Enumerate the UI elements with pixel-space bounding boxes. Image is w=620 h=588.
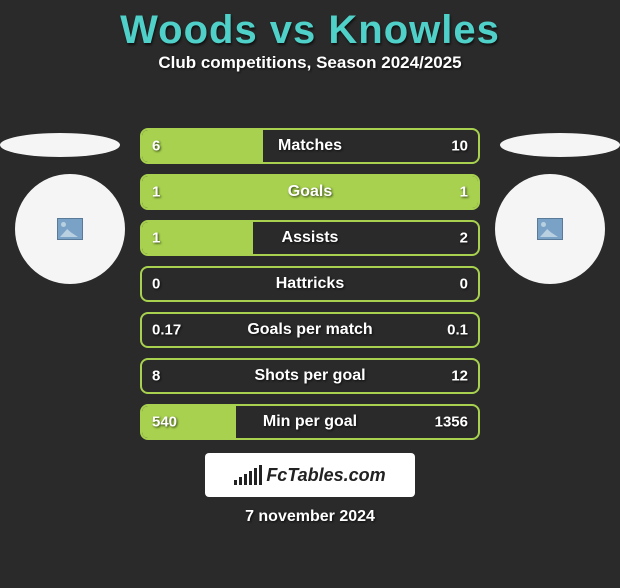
player-left-avatar: [0, 133, 120, 157]
stat-value-right: 1356: [435, 414, 468, 431]
stat-value-right: 2: [460, 230, 468, 247]
brand-bars-icon: [234, 465, 262, 485]
brand-bar: [259, 465, 262, 485]
stat-value-left: 8: [152, 368, 160, 385]
brand-bar: [234, 480, 237, 485]
stat-value-left: 6: [152, 138, 160, 155]
brand-bar: [254, 468, 257, 485]
brand-text: FcTables.com: [266, 465, 385, 486]
stat-fill-left: [142, 176, 478, 208]
stat-value-right: 1: [460, 184, 468, 201]
stat-label: Hattricks: [142, 275, 478, 293]
stat-value-left: 0: [152, 276, 160, 293]
brand-bar: [249, 471, 252, 485]
stat-row: 12Assists: [140, 220, 480, 256]
brand-bar: [244, 474, 247, 485]
stat-row: 0.17 0.1Goals per match: [140, 312, 480, 348]
stat-value-right: 12: [451, 368, 468, 385]
stat-value-left: 540: [152, 414, 177, 431]
stat-value-right: 0.1: [447, 322, 468, 339]
player-right-avatar: [500, 133, 620, 157]
stat-value-left: 0.17: [152, 322, 181, 339]
brand-box: FcTables.com: [205, 453, 415, 497]
stats-table: 610Matches11Goals12Assists00Hattricks0.1…: [140, 128, 480, 450]
date-text: 7 november 2024: [0, 508, 620, 526]
image-placeholder-icon: [537, 218, 563, 240]
image-placeholder-icon: [57, 218, 83, 240]
club-badge-right: [495, 174, 605, 284]
stat-value-right: 10: [451, 138, 468, 155]
stat-value-left: 1: [152, 184, 160, 201]
stat-label: Shots per goal: [142, 367, 478, 385]
page-title: Woods vs Knowles: [0, 8, 620, 53]
page-subtitle: Club competitions, Season 2024/2025: [0, 53, 620, 73]
stat-row: 610Matches: [140, 128, 480, 164]
brand-bar: [239, 477, 242, 485]
stat-row: 0 0Hattricks: [140, 266, 480, 302]
stat-row: 8 12Shots per goal: [140, 358, 480, 394]
stat-value-left: 1: [152, 230, 160, 247]
stat-row: 5401356Min per goal: [140, 404, 480, 440]
stat-label: Goals per match: [142, 321, 478, 339]
stat-value-right: 0: [460, 276, 468, 293]
club-badge-left: [15, 174, 125, 284]
stat-row: 11Goals: [140, 174, 480, 210]
